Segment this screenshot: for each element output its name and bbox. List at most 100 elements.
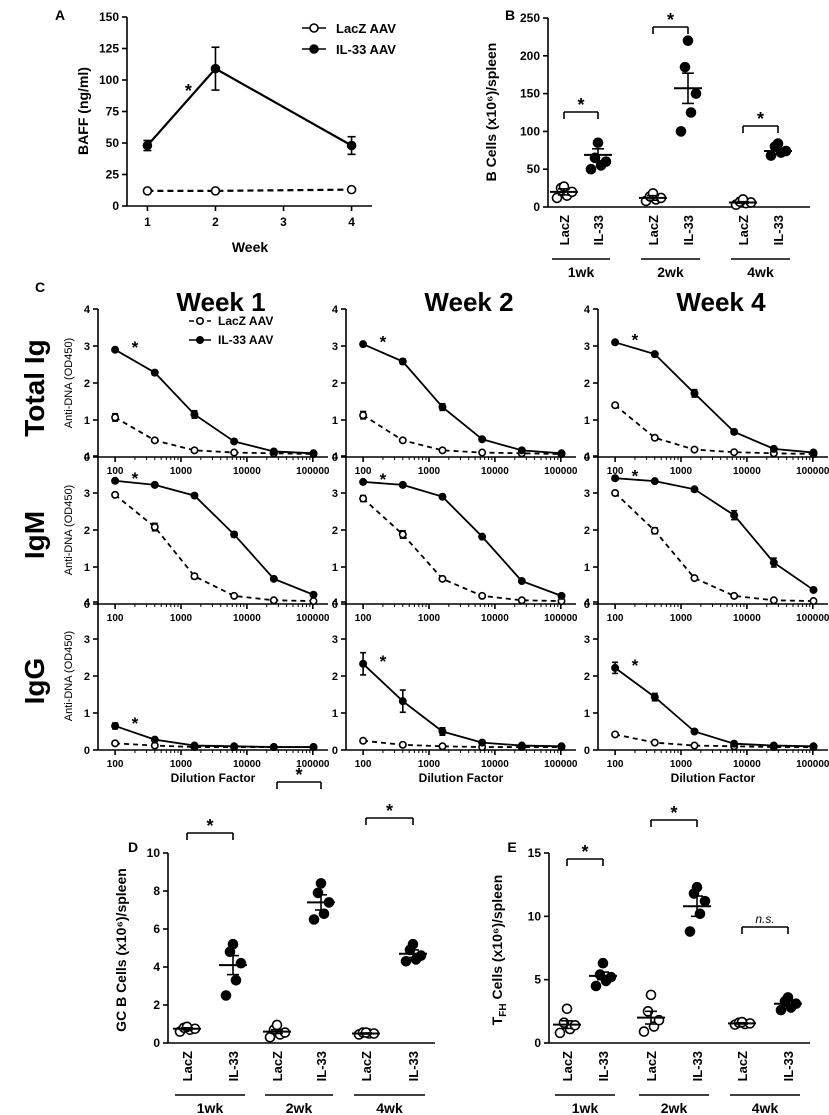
c-y-tick-label: 4 xyxy=(584,597,591,609)
c-data-point xyxy=(190,491,199,500)
c-legend-label: LacZ AAV xyxy=(218,314,273,328)
c-series-line-il33 xyxy=(614,341,814,454)
c-y-tick-label: 0 xyxy=(584,745,590,757)
c-col-title: Week 4 xyxy=(676,287,766,317)
c-sig-star: * xyxy=(380,332,387,351)
c-data-point xyxy=(398,436,407,445)
c-data-point xyxy=(690,389,699,398)
c-y-tick-label: 4 xyxy=(584,304,591,316)
c-series-line-il33 xyxy=(362,343,562,455)
c-data-point xyxy=(690,445,699,454)
c-data-point xyxy=(230,448,239,457)
c-y-tick-label: 3 xyxy=(584,341,590,353)
c-x-tick-label: 1000 xyxy=(670,613,693,624)
c-x-tick-label: 100 xyxy=(607,759,624,770)
c-data-point xyxy=(150,523,159,532)
c-y-tick-label: 1 xyxy=(84,415,90,427)
c-y-tick-label: 0 xyxy=(84,452,90,464)
c-y-label: Anti-DNA (OD450) xyxy=(63,631,75,721)
c-series-line-lacz xyxy=(114,494,314,602)
c-data-point xyxy=(111,413,120,422)
c-y-tick-label: 1 xyxy=(332,415,338,427)
c-data-point xyxy=(438,727,447,736)
c-legend-label: IL-33 AAV xyxy=(218,333,273,347)
d-sig-star: * xyxy=(206,816,213,836)
a-legend-label: IL-33 AAV xyxy=(336,42,396,57)
c-data-point xyxy=(190,741,199,750)
c-y-tick-label: 2 xyxy=(584,671,590,683)
c-y-tick-label: 4 xyxy=(332,304,339,316)
c-data-point xyxy=(517,577,526,586)
c-sig-star: * xyxy=(380,470,387,489)
c-legend-marker xyxy=(196,335,205,344)
c-data-point xyxy=(478,448,487,457)
c-y-tick-label: 1 xyxy=(584,708,590,720)
d-group-label: 4wk xyxy=(376,1100,403,1115)
b-data-point xyxy=(679,61,691,73)
c-y-tick-label: 0 xyxy=(332,452,338,464)
c-data-point xyxy=(398,480,407,489)
c-data-point xyxy=(730,427,739,436)
b-data-point xyxy=(585,163,597,175)
c-y-tick-label: 2 xyxy=(332,525,338,537)
b-group-label: 4wk xyxy=(747,264,774,280)
b-sig-star: * xyxy=(757,109,764,129)
a-x-tick-label: 2 xyxy=(212,215,219,229)
a-legend-marker xyxy=(309,23,319,33)
c-data-point xyxy=(190,410,199,419)
b-y-tick-label: 200 xyxy=(520,49,540,63)
c-x-tick-label: 100 xyxy=(607,613,624,624)
c-x-tick-label: 100 xyxy=(355,759,372,770)
c-row-title: IgG xyxy=(19,658,50,705)
c-x-tick-label: 100000 xyxy=(296,613,330,624)
c-data-point xyxy=(478,435,487,444)
e-x-category-label: LacZ xyxy=(560,1051,575,1081)
a-y-tick-label: 125 xyxy=(99,42,119,56)
panel-label-a: A xyxy=(55,7,65,23)
c-y-tick-label: 2 xyxy=(332,378,338,390)
c-row-title: Total Ig xyxy=(19,339,50,436)
c-y-tick-label: 2 xyxy=(84,378,90,390)
a-series-line-il33 xyxy=(146,67,353,147)
c-sig-star: * xyxy=(132,338,139,357)
c-series-line-lacz xyxy=(362,497,562,602)
c-data-point xyxy=(730,591,739,600)
e-data-point xyxy=(691,881,703,893)
c-x-tick-label: 1000 xyxy=(670,759,693,770)
d-data-point xyxy=(227,938,239,950)
c-data-point xyxy=(557,742,566,751)
a-data-point xyxy=(142,186,153,196)
c-x-tick-label: 1000 xyxy=(170,613,193,624)
a-x-label: Week xyxy=(232,239,269,255)
c-sig-star: * xyxy=(632,656,639,675)
c-y-tick-label: 3 xyxy=(332,488,338,500)
c-y-tick-label: 0 xyxy=(332,599,338,611)
e-sig-ns: n.s. xyxy=(755,912,774,926)
c-data-point xyxy=(650,738,659,747)
c-data-point xyxy=(190,572,199,581)
a-data-point xyxy=(210,63,221,74)
b-x-category-label: LacZ xyxy=(557,215,572,245)
c-data-point xyxy=(650,526,659,535)
c-data-point xyxy=(359,736,368,745)
c-y-tick-label: 0 xyxy=(584,599,590,611)
d-y-tick-label: 0 xyxy=(153,1036,160,1050)
c-series-line-lacz xyxy=(114,416,314,455)
c-y-tick-label: 3 xyxy=(84,488,90,500)
c-data-point xyxy=(150,368,159,377)
d-group-label: 2wk xyxy=(286,1100,313,1115)
b-y-tick-label: 250 xyxy=(520,11,540,25)
c-y-tick-label: 1 xyxy=(584,415,590,427)
c-data-point xyxy=(190,446,199,455)
e-y-tick-label: 15 xyxy=(528,846,542,860)
c-y-tick-label: 1 xyxy=(84,562,90,574)
a-y-tick-label: 100 xyxy=(99,73,119,87)
c-data-point xyxy=(769,444,778,453)
b-data-point xyxy=(772,138,784,149)
c-series-line-lacz xyxy=(614,492,814,602)
c-data-point xyxy=(309,449,318,458)
c-data-point xyxy=(398,357,407,366)
c-y-tick-label: 0 xyxy=(584,452,590,464)
c-data-point xyxy=(478,532,487,541)
